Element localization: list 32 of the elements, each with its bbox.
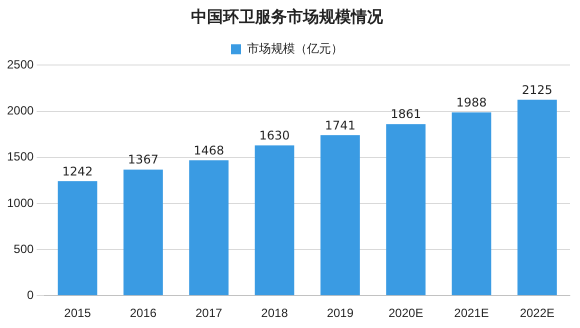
y-tick-label: 2000 bbox=[6, 104, 34, 118]
x-tick-label: 2016 bbox=[130, 306, 157, 320]
x-tick-label: 2018 bbox=[261, 306, 288, 320]
data-label: 1861 bbox=[390, 107, 422, 122]
data-label: 2125 bbox=[522, 82, 552, 97]
x-tick-label: 2015 bbox=[64, 306, 92, 320]
bar bbox=[517, 100, 557, 296]
bar bbox=[386, 124, 426, 296]
y-tick-label: 1500 bbox=[6, 150, 34, 164]
x-tick-label: 2020E bbox=[388, 306, 424, 320]
bar bbox=[452, 112, 492, 296]
y-tick-label: 1000 bbox=[6, 196, 34, 210]
x-tick-label: 2021E bbox=[454, 306, 489, 320]
legend-label: 市场规模（亿元） bbox=[247, 41, 343, 56]
data-label: 1988 bbox=[456, 96, 487, 110]
data-label: 1242 bbox=[62, 164, 93, 178]
bar bbox=[58, 181, 98, 296]
bar bbox=[254, 145, 294, 296]
bar bbox=[123, 170, 163, 296]
y-tick-label: 2500 bbox=[6, 58, 34, 72]
x-tick-label: 2019 bbox=[326, 306, 354, 320]
data-label: 1630 bbox=[259, 128, 290, 143]
x-tick-label: 2022E bbox=[520, 306, 555, 320]
data-label: 1741 bbox=[324, 118, 356, 132]
chart-title: 中国环卫服务市场规模情况 bbox=[191, 6, 384, 26]
bar bbox=[320, 135, 360, 296]
x-tick-label: 2017 bbox=[196, 306, 223, 320]
y-tick-label: 0 bbox=[27, 288, 34, 302]
bar bbox=[189, 160, 229, 296]
data-label: 1367 bbox=[128, 152, 158, 167]
y-tick-label: 500 bbox=[14, 242, 34, 256]
data-label: 1468 bbox=[194, 143, 224, 158]
